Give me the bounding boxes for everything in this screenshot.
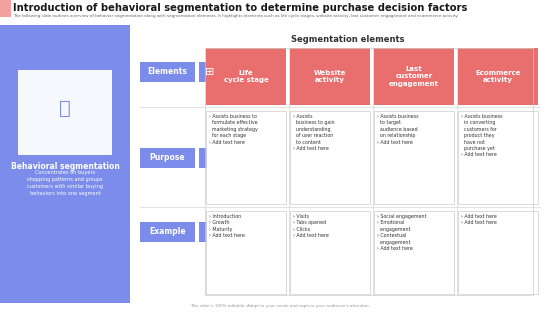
- FancyBboxPatch shape: [199, 148, 221, 168]
- Text: › Assists business
  in converting
  customers for
  product they
  have not
  p: › Assists business in converting custome…: [461, 114, 502, 158]
- Text: Website
activity: Website activity: [314, 70, 346, 83]
- Bar: [374, 48, 454, 105]
- Text: › Social engagement
› Emotional
  engagement
› Contextual
  engagement
› Add tex: › Social engagement › Emotional engageme…: [377, 214, 427, 251]
- Text: Life
cycle stage: Life cycle stage: [223, 70, 268, 83]
- Bar: [0, 0, 11, 17]
- Text: › Visits
› Tabs opened
› Clicks
› Add text here: › Visits › Tabs opened › Clicks › Add te…: [293, 214, 329, 238]
- Text: Concentrates on buyers
shopping patterns and groups
customers with similar buyin: Concentrates on buyers shopping patterns…: [27, 170, 103, 196]
- Bar: [458, 211, 538, 294]
- Text: › Assists
  business to gain
  understanding
  of user reaction
  to content
› A: › Assists business to gain understanding…: [293, 114, 335, 151]
- Bar: [206, 48, 286, 105]
- Text: Segmentation elements: Segmentation elements: [291, 35, 405, 44]
- Text: › Assists business to
  formulate effective
  marketing strategy
  for each stag: › Assists business to formulate effectiv…: [209, 114, 258, 145]
- Text: Behavioral segmentation: Behavioral segmentation: [11, 162, 119, 171]
- Text: › Assists business
  to target
  audience based
  on relationship
› Add text her: › Assists business to target audience ba…: [377, 114, 418, 145]
- Bar: [206, 111, 286, 204]
- Bar: [205, 48, 533, 295]
- FancyBboxPatch shape: [199, 62, 221, 82]
- Text: Example: Example: [149, 227, 186, 237]
- Bar: [290, 211, 370, 294]
- FancyBboxPatch shape: [199, 222, 221, 242]
- Text: Last
customer
engagement: Last customer engagement: [389, 66, 439, 87]
- Text: 🔍: 🔍: [207, 227, 213, 237]
- FancyBboxPatch shape: [140, 222, 195, 242]
- Text: Purpose: Purpose: [150, 153, 185, 163]
- Bar: [0, 25, 130, 303]
- Text: › Introduction
› Growth
› Maturity
› Add text here: › Introduction › Growth › Maturity › Add…: [209, 214, 245, 238]
- Bar: [374, 111, 454, 204]
- Bar: [290, 111, 370, 204]
- Bar: [374, 211, 454, 294]
- Bar: [290, 48, 370, 105]
- Bar: [18, 70, 112, 155]
- Text: › Add text here
› Add text here: › Add text here › Add text here: [461, 214, 497, 226]
- Text: 🧠: 🧠: [59, 99, 71, 118]
- Text: Ecommerce
activity: Ecommerce activity: [475, 70, 521, 83]
- FancyBboxPatch shape: [140, 148, 195, 168]
- Text: The following slide outlines overview of behavior segmentation along with segmen: The following slide outlines overview of…: [13, 14, 459, 18]
- Text: Introduction of behavioral segmentation to determine purchase decision factors: Introduction of behavioral segmentation …: [13, 3, 468, 13]
- Text: This slide is 100% editable. Adapt to your needs and capture your audience’s att: This slide is 100% editable. Adapt to yo…: [190, 304, 370, 308]
- Text: 🎯: 🎯: [207, 153, 213, 163]
- FancyBboxPatch shape: [140, 62, 195, 82]
- Bar: [206, 211, 286, 294]
- Bar: [458, 48, 538, 105]
- Bar: [458, 111, 538, 204]
- Text: Elements: Elements: [148, 67, 188, 77]
- Text: ⊞: ⊞: [206, 67, 214, 77]
